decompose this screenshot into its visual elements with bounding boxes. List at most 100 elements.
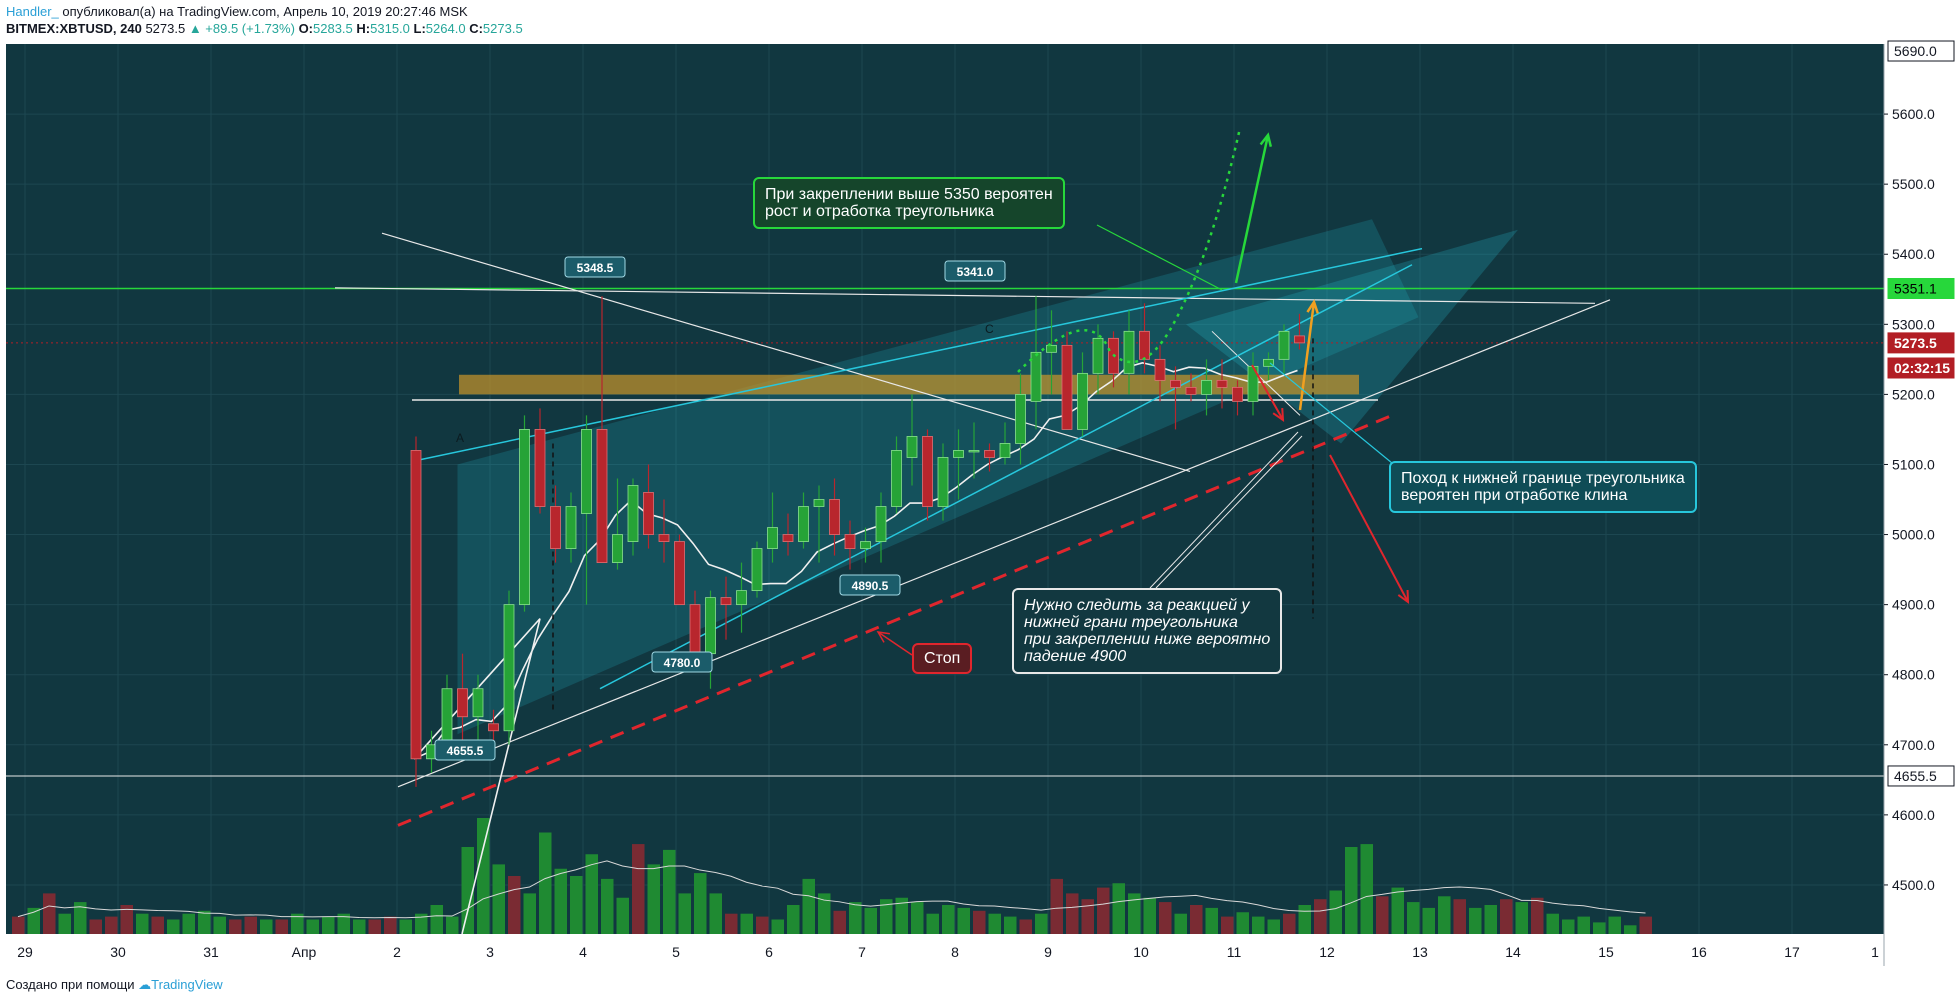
candle-body bbox=[581, 429, 592, 514]
volume-bar bbox=[430, 905, 443, 934]
candle-body bbox=[1263, 358, 1274, 367]
annotation-breakout[interactable]: При закреплении выше 5350 вероятен рост … bbox=[753, 177, 1065, 229]
volume-bar bbox=[663, 849, 676, 934]
volume-bar bbox=[539, 832, 552, 934]
volume-bar bbox=[1221, 916, 1234, 934]
volume-bar bbox=[1500, 899, 1513, 934]
volume-bar bbox=[1143, 897, 1156, 934]
candle-body bbox=[674, 541, 685, 606]
orange-up-arrow-head bbox=[1306, 299, 1319, 314]
candle-body bbox=[1077, 372, 1088, 430]
volume-bar bbox=[1112, 883, 1125, 934]
symbol-name[interactable]: BITMEX:XBTUSD, 240 bbox=[6, 21, 142, 36]
candle-body bbox=[751, 548, 763, 592]
volume-bar bbox=[105, 916, 118, 934]
candle-body bbox=[658, 534, 670, 542]
volume-bar bbox=[446, 916, 459, 934]
time-tick-label: 3 bbox=[486, 944, 494, 960]
volume-bars bbox=[12, 818, 1652, 934]
candle-body bbox=[1185, 386, 1197, 395]
volume-bar bbox=[461, 847, 474, 934]
candle-body bbox=[534, 429, 546, 507]
volume-bar bbox=[1159, 902, 1172, 934]
volume-bar bbox=[322, 916, 335, 934]
high-label: H: bbox=[356, 21, 371, 36]
volume-bar bbox=[1314, 899, 1327, 934]
footer-text: Создано при помощи bbox=[6, 977, 135, 992]
candle-body bbox=[767, 527, 778, 549]
volume-bar bbox=[229, 919, 242, 934]
annotation-wedge[interactable]: Поход к нижней границе треугольника веро… bbox=[1389, 461, 1697, 513]
candle-body bbox=[1294, 335, 1305, 344]
price-marker-label: 02:32:15 bbox=[1894, 360, 1950, 376]
publish-info: Handler_ опубликовал(а) на TradingView.c… bbox=[6, 4, 468, 19]
volume-bar bbox=[89, 919, 102, 934]
candle-body bbox=[565, 506, 577, 549]
volume-bar bbox=[74, 902, 87, 934]
volume-bar bbox=[709, 893, 722, 934]
volume-bar bbox=[198, 910, 211, 934]
candle-body bbox=[519, 429, 530, 606]
candle-body bbox=[503, 604, 515, 732]
volume-bar bbox=[1469, 907, 1482, 934]
time-axis-labels: 29 30 31 Апр 2 3 4 5 6 7 8 9 10 11 12 13 14 15 16 17 1 bbox=[17, 944, 1879, 960]
time-tick-label: 4 bbox=[579, 944, 587, 960]
time-axis[interactable] bbox=[6, 934, 1884, 966]
high-value: 5315.0 bbox=[370, 21, 410, 36]
candle-body bbox=[813, 499, 825, 507]
tradingview-link[interactable]: TradingView bbox=[151, 977, 223, 992]
volume-bar bbox=[1345, 847, 1358, 934]
volume-bar bbox=[1081, 899, 1094, 934]
volume-bar bbox=[1066, 893, 1079, 934]
open-label: O: bbox=[298, 21, 314, 36]
time-tick-label: 30 bbox=[110, 944, 126, 960]
volume-bar bbox=[1639, 916, 1652, 934]
annotation-stop[interactable]: Стоп bbox=[912, 643, 973, 674]
candle-body bbox=[689, 604, 701, 655]
time-tick-label: 16 bbox=[1691, 944, 1707, 960]
volume-bar bbox=[368, 919, 381, 934]
footer: Создано при помощи ☁TradingView bbox=[6, 977, 223, 993]
price-tick-label: 5500.0 bbox=[1892, 176, 1935, 192]
last-price: 5273.5 bbox=[145, 21, 186, 36]
volume-bar bbox=[1515, 902, 1528, 934]
callout-green-pointer bbox=[1096, 224, 1223, 291]
price-tick-label: 4500.0 bbox=[1892, 877, 1935, 893]
candle-body bbox=[457, 688, 468, 718]
wave-label: C bbox=[985, 322, 994, 336]
top-line bbox=[334, 287, 1596, 304]
volume-bar bbox=[1190, 905, 1203, 934]
volume-bar bbox=[1577, 916, 1590, 934]
volume-bar bbox=[337, 913, 350, 934]
volume-bar bbox=[802, 878, 815, 934]
author-link[interactable]: Handler_ bbox=[6, 4, 59, 19]
red-down-arrow-2-head bbox=[1397, 589, 1410, 605]
candle-body bbox=[1201, 379, 1212, 395]
time-tick-label: 10 bbox=[1133, 944, 1149, 960]
volume-bar bbox=[585, 854, 598, 934]
green-up-arrow-head bbox=[1259, 132, 1273, 147]
price-marker-box bbox=[1887, 278, 1955, 300]
volume-bar bbox=[399, 919, 412, 934]
time-tick-label: 8 bbox=[951, 944, 959, 960]
stop-trend-line bbox=[397, 414, 1393, 827]
volume-bar bbox=[1422, 907, 1435, 934]
price-marker-box bbox=[1887, 40, 1955, 62]
close-label: C: bbox=[469, 21, 483, 36]
candle-body bbox=[736, 590, 747, 606]
annotation-triangle[interactable]: Нужно следить за реакцией у нижней грани… bbox=[1012, 588, 1283, 674]
price-marker-box bbox=[1887, 332, 1955, 354]
candle-body bbox=[891, 450, 902, 507]
volume-bar bbox=[1174, 913, 1187, 934]
candle-body bbox=[1015, 393, 1026, 444]
red-down-arrow-2 bbox=[1329, 454, 1409, 603]
candle-body bbox=[798, 506, 809, 542]
volume-bar bbox=[1205, 907, 1218, 934]
volume-bar bbox=[957, 907, 970, 934]
candle-body bbox=[906, 436, 918, 458]
price-tick-label: 4700.0 bbox=[1892, 737, 1935, 753]
candle-body bbox=[1139, 330, 1150, 360]
volume-bar bbox=[911, 902, 924, 934]
volume-bar bbox=[275, 919, 288, 934]
volume-bar bbox=[1562, 919, 1575, 934]
